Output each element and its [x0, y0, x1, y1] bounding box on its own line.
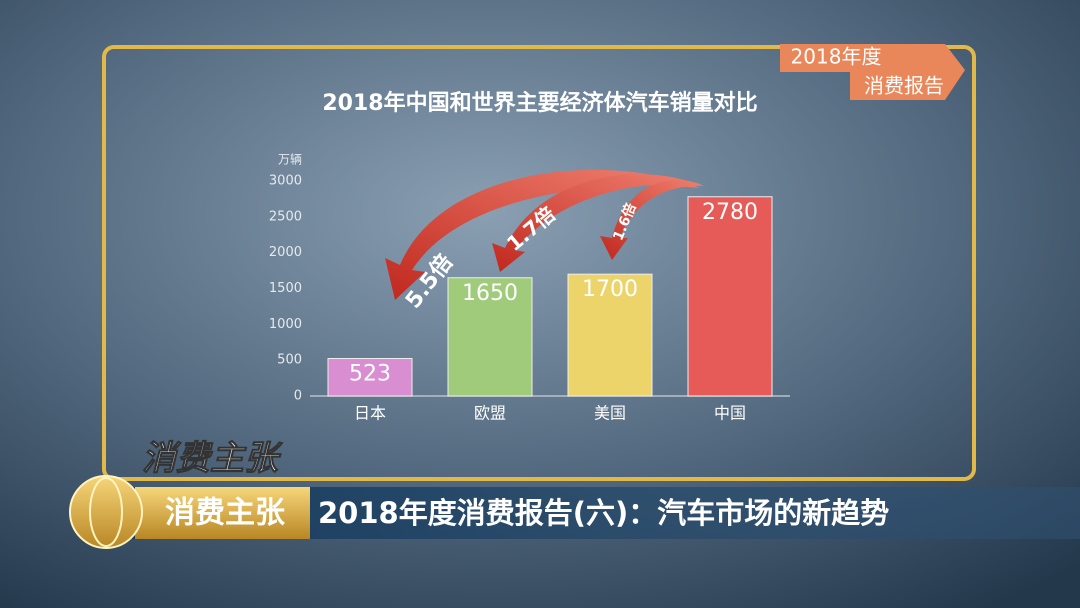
y-tick-label: 1500: [269, 281, 302, 296]
y-tick-label: 2500: [269, 209, 302, 224]
value-label: 1650: [462, 281, 518, 306]
value-label: 523: [349, 362, 391, 387]
x-tick-label: 欧盟: [474, 404, 506, 423]
bar: [447, 277, 533, 397]
y-tick-label: 0: [294, 389, 302, 404]
badge-line: 2018年度: [791, 45, 882, 69]
banner-headline: 2018年度消费报告(六)：汽车市场的新趋势: [318, 496, 889, 530]
arrow: [600, 179, 704, 260]
x-tick-label: 美国: [594, 404, 626, 423]
chart-title: 2018年中国和世界主要经济体汽车销量对比: [322, 90, 757, 116]
show-logo: 消费主张: [142, 439, 283, 479]
banner-label: 消费主张: [165, 496, 285, 531]
logo-globe-line: [89, 477, 123, 547]
x-tick-label: 中国: [714, 404, 746, 423]
logo-globe: [69, 475, 143, 549]
y-tick-label: 2000: [269, 245, 302, 260]
y-tick-label: 1000: [269, 317, 302, 332]
badge-bg: [780, 44, 965, 100]
value-label: 2780: [702, 200, 758, 225]
banner-label-bg: [135, 487, 310, 539]
frame: [102, 45, 976, 481]
arrow: [385, 169, 700, 300]
badge-line: 消费报告: [864, 74, 944, 98]
bar: [327, 358, 413, 397]
y-tick-label: 500: [277, 353, 302, 368]
y-unit: 万辆: [278, 153, 302, 167]
bar: [687, 196, 773, 397]
plot: 0 500 1000 1500 2000 2500 3000 日本 523 欧盟 1650 美国 170…: [269, 174, 790, 423]
y-tick-label: 3000: [269, 174, 302, 189]
bar: [567, 273, 653, 397]
value-label: 1700: [582, 277, 638, 302]
arrows: [385, 169, 704, 300]
x-tick-label: 日本: [354, 404, 386, 423]
